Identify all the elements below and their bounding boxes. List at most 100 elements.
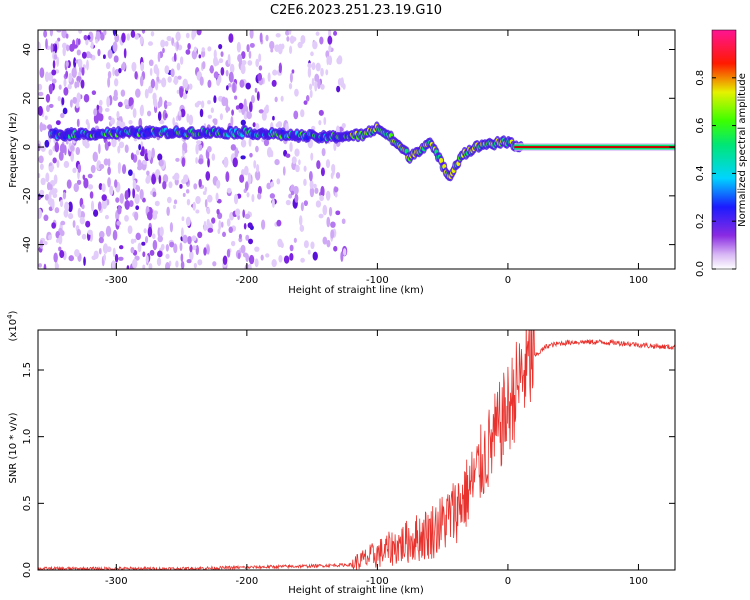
noise-speckle (101, 183, 106, 192)
noise-speckle (63, 209, 69, 218)
noise-speckle (61, 30, 67, 39)
noise-speckle (215, 192, 219, 202)
noise-speckle (162, 47, 165, 54)
noise-speckle (39, 189, 45, 195)
noise-speckle (237, 54, 243, 63)
noise-speckle (303, 178, 307, 187)
noise-speckle (51, 78, 57, 84)
noise-speckle (45, 38, 48, 50)
noise-speckle (322, 204, 328, 216)
noise-speckle (271, 198, 275, 208)
noise-speckle (300, 202, 304, 212)
noise-speckle (111, 136, 117, 148)
noise-speckle (92, 151, 98, 163)
noise-speckle (203, 220, 207, 232)
noise-speckle (175, 157, 180, 162)
noise-speckle (156, 67, 160, 78)
noise-speckle (152, 191, 157, 198)
noise-speckle (196, 30, 202, 36)
noise-speckle (242, 252, 249, 258)
noise-speckle (226, 85, 229, 91)
noise-speckle (139, 75, 144, 87)
noise-speckle (48, 191, 52, 201)
noise-speckle (311, 77, 315, 87)
noise-speckle (243, 111, 248, 120)
noise-speckle (43, 30, 48, 38)
noise-speckle (248, 238, 254, 245)
noise-speckle (169, 222, 174, 233)
noise-speckle (328, 55, 333, 66)
snr-panel: -300 -200 -100 0 100 0.0 0.5 1.0 1.5 Height of s… (6, 310, 676, 596)
noise-speckle (43, 263, 47, 269)
noise-speckle (87, 173, 93, 179)
noise-speckle (38, 263, 42, 268)
noise-speckle (255, 145, 259, 153)
noise-speckle (318, 120, 322, 126)
noise-speckle (254, 87, 258, 93)
noise-speckle (191, 235, 197, 242)
noise-speckle (216, 179, 221, 189)
noise-speckle (135, 149, 140, 156)
noise-speckle (47, 124, 53, 130)
noise-speckle (112, 94, 118, 101)
colorbar-tick-label: 0.6 (695, 118, 706, 134)
noise-speckle (260, 254, 264, 261)
noise-speckle (291, 156, 297, 164)
spectrogram-xtick-label: -200 (236, 275, 259, 286)
noise-speckle (293, 237, 297, 243)
noise-speckle (192, 201, 196, 211)
noise-speckle (112, 66, 115, 77)
noise-speckle (149, 249, 155, 256)
snr-scale-prefix: (x10 (8, 319, 19, 342)
noise-speckle (291, 69, 295, 74)
noise-speckle (226, 218, 231, 227)
noise-speckle (198, 54, 202, 59)
noise-speckle (256, 164, 260, 173)
noise-speckle (98, 163, 105, 170)
noise-speckle (295, 164, 300, 173)
noise-speckle (53, 54, 58, 60)
noise-speckle (107, 166, 111, 176)
noise-speckle (38, 208, 43, 219)
noise-speckle (51, 69, 57, 76)
noise-speckle (146, 170, 150, 176)
noise-speckle (312, 251, 318, 261)
noise-speckle (66, 179, 72, 189)
colorbar: 0.0 0.2 0.4 0.6 0.8 Normalized spectral ampl… (695, 29, 748, 277)
noise-speckle (206, 207, 211, 215)
noise-speckle (240, 244, 246, 254)
noise-speckle (179, 87, 184, 98)
noise-speckle (130, 238, 135, 245)
noise-speckle (116, 220, 122, 226)
noise-speckle (318, 213, 324, 219)
noise-speckle (91, 255, 97, 260)
noise-speckle (165, 262, 170, 269)
noise-speckle (248, 137, 252, 147)
noise-speckle (40, 177, 46, 186)
noise-speckle (303, 165, 307, 172)
noise-speckle (199, 108, 204, 118)
noise-speckle (76, 118, 80, 128)
noise-speckle (207, 157, 210, 168)
noise-speckle (267, 72, 271, 82)
noise-speckle (251, 95, 255, 104)
colorbar-tick-label: 0.8 (695, 70, 706, 86)
noise-speckle (78, 30, 83, 34)
noise-speckle (99, 99, 103, 106)
noise-speckle (145, 176, 151, 184)
noise-speckle (175, 31, 181, 42)
noise-speckle (298, 159, 301, 166)
noise-speckle (44, 139, 50, 148)
noise-speckle (39, 163, 44, 170)
noise-speckle (257, 185, 262, 195)
noise-speckle (168, 181, 173, 189)
noise-speckle (207, 145, 212, 153)
noise-speckle (315, 31, 320, 36)
noise-speckle (217, 74, 222, 84)
noise-speckle (307, 249, 311, 255)
noise-speckle (90, 41, 94, 50)
spectrogram-ytick-label: 0 (22, 144, 33, 150)
noise-speckle (230, 240, 236, 247)
noise-speckle (220, 66, 225, 76)
noise-speckle (122, 61, 126, 71)
